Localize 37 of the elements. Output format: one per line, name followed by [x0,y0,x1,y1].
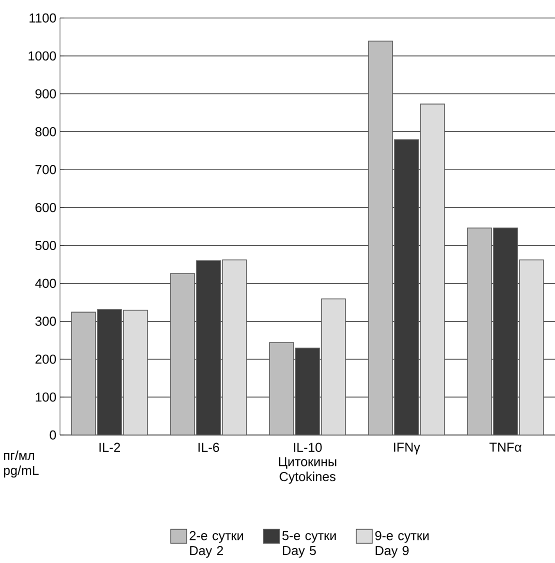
y-tick-label: 900 [35,89,56,98]
x-tick-label: TNFα [489,442,522,452]
bar [196,260,220,435]
y-tick-label: 700 [36,165,56,174]
x-tick-label: IFNγ [394,442,420,454]
bar [296,348,320,435]
bar [493,228,518,435]
x-tick-label: IL-10 [294,442,322,452]
y-tick-label: 600 [36,202,56,212]
bar [368,41,393,435]
y-axis-title: пг/мл pg/mL [4,450,39,478]
bar [98,310,122,435]
x-tick-label: IL-6 [198,442,220,452]
legend-label: 2-е сутки Day 2 [190,531,243,558]
legend-label: 5-е сутки Day 5 [282,531,336,558]
legend-label: 9-е сутки Day 9 [375,531,429,558]
y-tick-label: 1100 [30,13,56,23]
bar [467,228,492,435]
bar [270,342,294,435]
bar [222,260,246,435]
bar [394,140,418,435]
y-tick-label: 300 [35,316,56,326]
bar [321,298,346,435]
bar [72,312,96,435]
x-tick-label: IL-2 [100,442,120,452]
y-tick-label: 1000 [28,51,56,60]
y-tick-label: 100 [36,392,56,402]
y-tick-label: 0 [50,430,56,440]
bar [170,274,195,435]
x-axis-title: Цитокины Cytokines [278,457,336,484]
y-tick-label: 800 [35,127,56,136]
y-tick-label: 200 [36,354,56,364]
y-tick-label: 500 [35,240,56,250]
bar [420,104,444,435]
bar [519,259,544,435]
bar [123,310,148,435]
y-tick-label: 400 [35,278,56,288]
